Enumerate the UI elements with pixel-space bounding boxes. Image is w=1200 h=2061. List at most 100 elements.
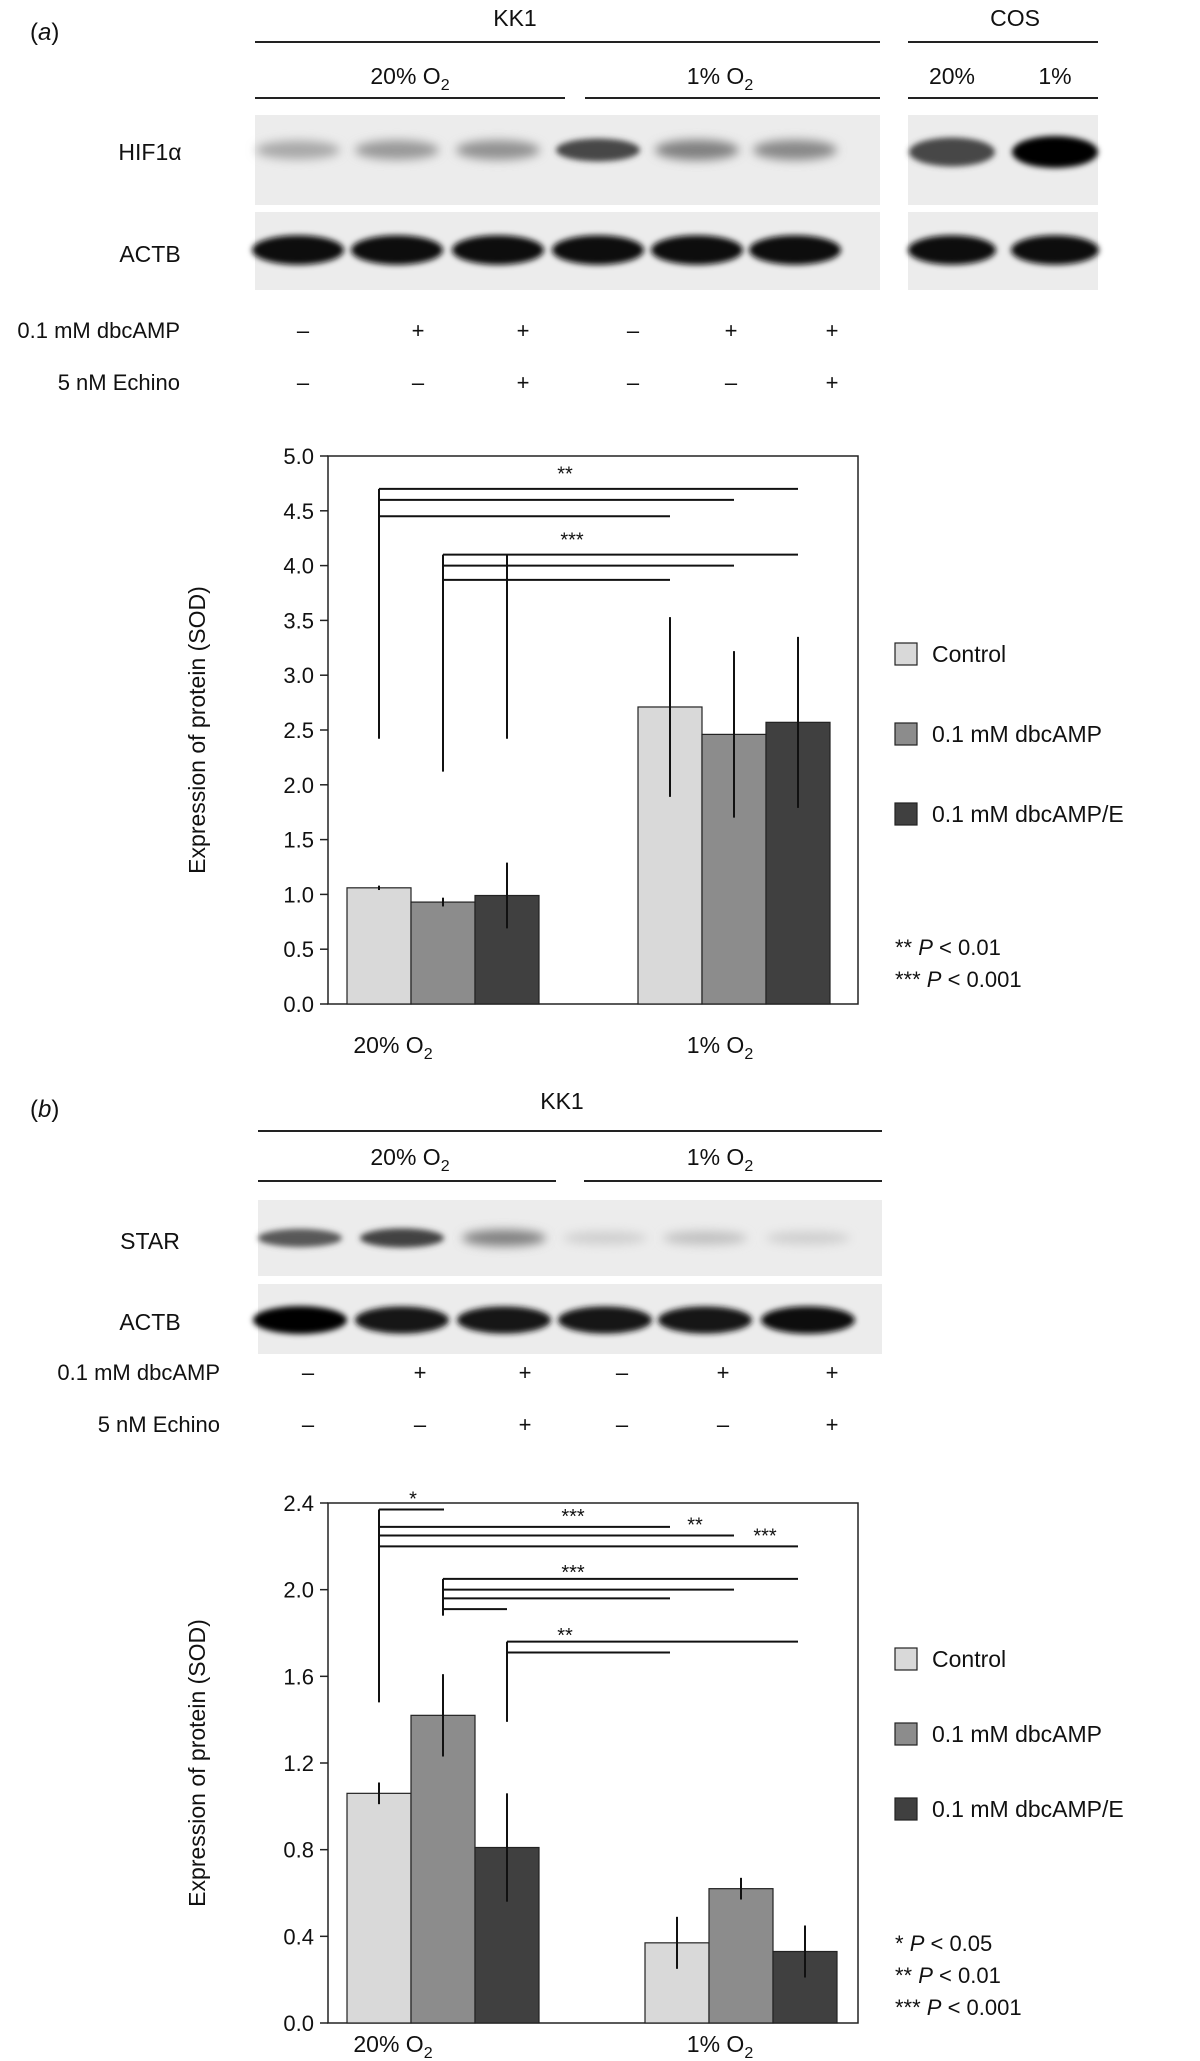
actb-b-band	[558, 1306, 652, 1334]
a-echino-sign: –	[297, 370, 310, 395]
a-dbcamp-sign: +	[826, 318, 839, 343]
legend-swatch	[894, 802, 918, 826]
y-tick-label: 2.0	[283, 773, 314, 798]
a-dbcamp-sign: –	[297, 318, 310, 343]
bar	[410, 1714, 476, 2024]
b-dbcamp-sign: +	[414, 1360, 427, 1385]
legend-label: 0.1 mM dbcAMP	[932, 721, 1102, 747]
a-echino-sign: –	[412, 370, 425, 395]
hif1a-band	[256, 140, 340, 160]
y-tick-label: 0.0	[283, 2011, 314, 2036]
actb-b-band	[457, 1306, 551, 1334]
actb-a-band	[651, 235, 743, 265]
star-band	[360, 1228, 444, 1248]
y-tick-label: 3.5	[283, 608, 314, 633]
actb-a-band	[252, 235, 344, 265]
significance-label: **	[557, 1625, 573, 1647]
panel-a-label: (a)	[30, 19, 59, 46]
hif1a-band	[655, 139, 739, 161]
significance-label: *	[409, 1489, 417, 1511]
actb-b-band	[761, 1306, 855, 1334]
significance-label: **	[687, 1515, 703, 1537]
actb-a-band	[452, 235, 544, 265]
actb-a-band	[749, 235, 841, 265]
row-label-actb-b: ACTB	[119, 1309, 180, 1335]
chart-a-ylabel: Expression of protein (SOD)	[184, 586, 210, 874]
b-dbcamp-sign: –	[302, 1360, 315, 1385]
legend-label: Control	[932, 641, 1006, 667]
actb-b-band	[253, 1306, 347, 1334]
treatment-label-dbcamp-a: 0.1 mM dbcAMP	[17, 318, 180, 343]
hif1a-cos-band	[1012, 136, 1098, 168]
hif1a-band	[753, 139, 837, 161]
a-dbcamp-sign: +	[412, 318, 425, 343]
b-dbcamp-sign: +	[826, 1360, 839, 1385]
actb-b-band	[658, 1306, 752, 1334]
actb-b-band	[355, 1306, 449, 1334]
chart-a: Expression of protein (SOD) 0.0 0.5 1.0 1.5…	[184, 444, 1124, 1063]
star-band	[462, 1229, 546, 1247]
blot-membrane-hif-kk1	[255, 115, 880, 205]
legend-label: 0.1 mM dbcAMP/E	[932, 1796, 1124, 1822]
treatment-label-echino-b: 5 nM Echino	[98, 1412, 220, 1437]
b-echino-sign: –	[414, 1412, 427, 1437]
pvalue-note: *** P < 0.001	[895, 1995, 1022, 2020]
y-tick-label: 1.2	[283, 1751, 314, 1776]
significance-label: ***	[560, 529, 584, 551]
legend-swatch	[894, 722, 918, 746]
treatment-label-dbcamp-b: 0.1 mM dbcAMP	[57, 1360, 220, 1385]
cos-label-1: 1%	[1038, 63, 1071, 89]
legend-label: Control	[932, 1646, 1006, 1672]
actb-a-cos-band	[908, 235, 996, 265]
pvalue-note: *** P < 0.001	[895, 967, 1022, 992]
a-echino-sign: –	[725, 370, 738, 395]
b-echino-sign: –	[302, 1412, 315, 1437]
bar	[346, 1792, 412, 2024]
b-dbcamp-sign: +	[717, 1360, 730, 1385]
y-tick-label: 2.4	[283, 1491, 314, 1516]
y-tick-label: 3.0	[283, 663, 314, 688]
y-tick-label: 0.8	[283, 1838, 314, 1863]
legend-swatch	[894, 1647, 918, 1671]
cond-label-a-1: 1% O2	[687, 63, 754, 94]
row-label-actb-a: ACTB	[119, 241, 180, 267]
a-echino-sign: +	[826, 370, 839, 395]
group-label-kk1-b: KK1	[540, 1088, 583, 1114]
star-band	[563, 1231, 647, 1245]
chart-a-xlabel-20: 20% O2	[353, 1032, 432, 1063]
treatment-label-echino-a: 5 nM Echino	[58, 370, 180, 395]
y-tick-label: 1.5	[283, 828, 314, 853]
chart-b-xlabel-20: 20% O2	[353, 2031, 432, 2061]
bar	[410, 901, 476, 1005]
row-label-hif1a: HIF1α	[118, 139, 181, 165]
hif1a-cos-band	[909, 137, 995, 167]
actb-a-band	[552, 235, 644, 265]
hif1a-band	[556, 138, 640, 162]
pvalue-note: * P < 0.05	[895, 1931, 992, 1956]
b-dbcamp-sign: +	[519, 1360, 532, 1385]
significance-label: ***	[753, 1525, 777, 1547]
actb-a-band	[351, 235, 443, 265]
chart-b: Expression of protein (SOD) 0.0 0.4 0.8 1.2…	[184, 1489, 1124, 2061]
hif1a-band	[456, 140, 540, 160]
a-dbcamp-sign: –	[627, 318, 640, 343]
a-echino-sign: +	[517, 370, 530, 395]
significance-label: ***	[561, 1506, 585, 1528]
y-tick-label: 2.0	[283, 1578, 314, 1603]
y-tick-label: 4.0	[283, 554, 314, 579]
actb-a-cos-band	[1011, 235, 1099, 265]
a-echino-sign: –	[627, 370, 640, 395]
significance-label: ***	[561, 1562, 585, 1584]
y-tick-label: 1.6	[283, 1664, 314, 1689]
chart-b-xlabel-1: 1% O2	[687, 2031, 754, 2061]
b-echino-sign: +	[826, 1412, 839, 1437]
y-tick-label: 0.0	[283, 992, 314, 1017]
pvalue-note: ** P < 0.01	[895, 935, 1001, 960]
legend-swatch	[894, 1797, 918, 1821]
pvalue-note: ** P < 0.01	[895, 1963, 1001, 1988]
significance-label: **	[557, 463, 573, 485]
panel-b-label: (b)	[30, 1096, 59, 1123]
a-dbcamp-sign: +	[517, 318, 530, 343]
star-band	[663, 1231, 747, 1245]
